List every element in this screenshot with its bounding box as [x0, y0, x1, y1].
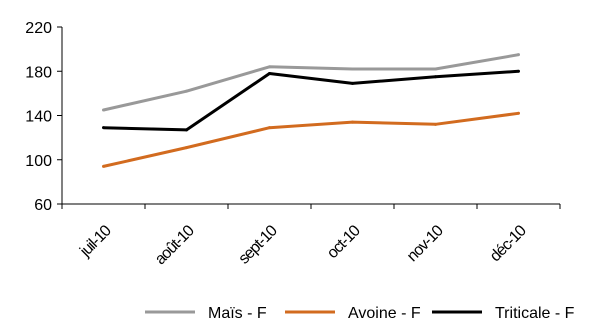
legend-label-2: Triticale - F: [495, 305, 575, 322]
series-line-2: [103, 69, 519, 132]
series-point-0: [351, 67, 354, 71]
series-point-0: [185, 89, 188, 93]
y-tick-label: 140: [25, 109, 52, 126]
x-tick-label: déc-10: [487, 222, 530, 265]
series-point-1: [268, 126, 271, 130]
series-point-1: [351, 120, 354, 124]
x-tick-label: sept-10: [236, 222, 282, 268]
y-tick-label: 60: [34, 197, 52, 214]
series-line-1: [103, 111, 519, 168]
series-point-2: [517, 69, 520, 73]
series-line-0: [103, 53, 519, 112]
series-point-0: [268, 65, 271, 69]
x-tick-label: oct-10: [324, 222, 364, 262]
chart-axes: [61, 27, 560, 205]
series-point-1: [102, 164, 105, 168]
x-tick-label: nov-10: [404, 222, 447, 265]
x-tick-label: août-10: [152, 222, 198, 268]
series-point-2: [351, 81, 354, 85]
series-point-1: [185, 146, 188, 150]
chart-series: [102, 53, 520, 168]
series-point-2: [185, 128, 188, 132]
y-tick-label: 100: [25, 153, 52, 170]
series-point-2: [434, 75, 437, 79]
y-axis-ticks: 60 100 140 180 220: [25, 20, 62, 214]
legend-label-1: Avoine - F: [348, 305, 421, 322]
series-point-0: [434, 67, 437, 71]
x-tick-label: juil-10: [76, 222, 115, 261]
y-tick-label: 220: [25, 20, 52, 37]
y-tick-label: 180: [25, 64, 52, 81]
series-point-0: [517, 53, 520, 57]
legend-label-0: Maïs - F: [208, 305, 267, 322]
series-point-2: [102, 126, 105, 130]
chart-legend: Maïs - F Avoine - F Triticale - F: [145, 305, 575, 322]
x-axis-ticks: juil-10 août-10 sept-10 oct-10 nov-10 déc-10: [61, 204, 561, 268]
series-point-1: [517, 111, 520, 115]
series-point-0: [102, 108, 105, 112]
series-point-2: [268, 71, 271, 75]
series-point-1: [434, 122, 437, 126]
